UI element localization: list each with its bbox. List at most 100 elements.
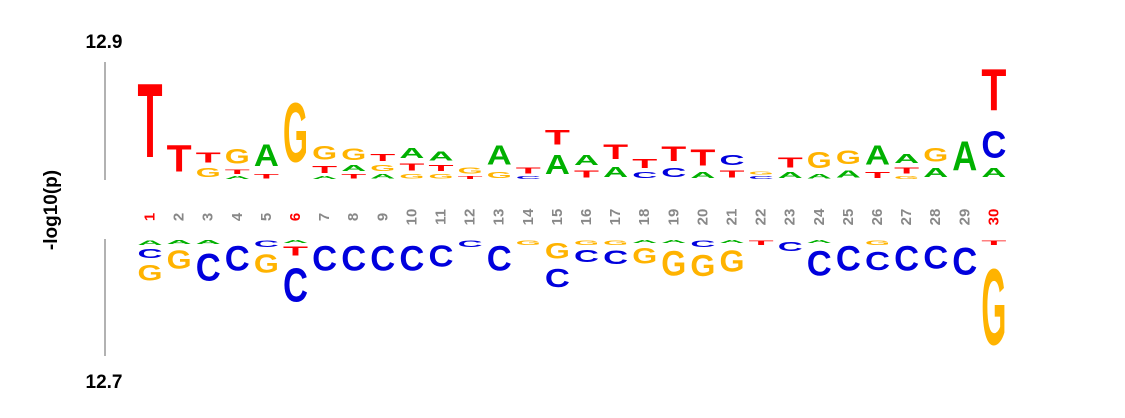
logo-letter-T: T	[720, 169, 745, 181]
logo-letter-T: T	[341, 173, 366, 180]
logo-letter-C: C	[603, 247, 628, 269]
logo-letter-A: A	[836, 169, 861, 181]
logo-letter-G: G	[487, 171, 512, 180]
position-label: 10	[403, 209, 420, 226]
logo-letter-A: A	[574, 152, 599, 169]
logo-letter-T: T	[312, 164, 337, 176]
logo-letter-T: T	[603, 140, 628, 163]
logo-letter-T: T	[399, 161, 424, 173]
logo-letter-G: G	[370, 164, 395, 173]
logo-letter-T: T	[254, 173, 279, 180]
logo-letter-A: A	[254, 138, 279, 173]
logo-letter-A: A	[225, 175, 250, 180]
logo-letter-C: C	[923, 240, 948, 276]
position-label: 28	[927, 209, 944, 226]
position-label: 26	[869, 209, 886, 226]
logo-letter-A: A	[399, 145, 424, 162]
logo-letter-C: C	[836, 240, 861, 278]
logo-letter-T: T	[370, 152, 395, 164]
logo-letter-A: A	[167, 239, 192, 245]
logo-letter-C: C	[952, 239, 977, 282]
logo-letter-T: T	[865, 171, 890, 180]
logo-letter-C: C	[545, 264, 570, 293]
logo-letter-A: A	[865, 140, 890, 171]
logo-letter-T: T	[138, 62, 163, 179]
logo-letter-G: G	[720, 244, 745, 278]
logo-letter-T: T	[545, 126, 570, 149]
logo-letter-T: T	[574, 169, 599, 181]
logo-letter-C: C	[341, 240, 366, 278]
logo-letter-A: A	[690, 171, 715, 180]
position-label: 4	[229, 212, 246, 221]
position-label: 7	[316, 213, 333, 221]
position-label: 21	[724, 209, 741, 226]
logo-letter-C: C	[283, 258, 308, 312]
logo-letter-G: G	[196, 166, 221, 180]
logo-letter-A: A	[196, 239, 221, 245]
logo-letter-A: A	[283, 239, 308, 244]
logo-letter-C: C	[981, 123, 1006, 166]
position-label: 17	[607, 209, 624, 226]
position-label: 20	[694, 209, 711, 226]
logo-letter-T: T	[749, 239, 774, 246]
logo-letter-C: C	[661, 166, 686, 181]
position-label: 13	[491, 209, 508, 226]
position-label: 6	[287, 213, 304, 221]
logo-letter-G: G	[167, 245, 192, 274]
logo-letter-T: T	[283, 244, 309, 258]
position-label: 30	[985, 209, 1002, 226]
logo-letter-T: T	[167, 138, 192, 180]
logo-letter-C: C	[574, 246, 599, 266]
logo-letter-C: C	[807, 245, 832, 283]
position-label: 29	[956, 209, 973, 226]
logo-letter-T: T	[196, 149, 221, 166]
position-label: 3	[200, 213, 217, 221]
logo-letter-A: A	[370, 173, 395, 180]
logo-letter-C: C	[690, 239, 715, 249]
logo-letter-G: G	[923, 144, 948, 166]
logo-letter-A: A	[137, 239, 162, 246]
logo-letter-A: A	[312, 175, 337, 180]
logo-letter-A: A	[952, 134, 977, 181]
logo-letter-T: T	[981, 239, 1006, 246]
logo-letter-C: C	[516, 175, 541, 180]
logo-letter-C: C	[487, 240, 512, 278]
logo-letter-T: T	[661, 142, 686, 165]
position-label: 22	[753, 209, 770, 226]
logo-letter-G: G	[894, 175, 919, 180]
logo-letter-G: G	[661, 245, 686, 283]
logo-letter-C: C	[428, 238, 453, 273]
logo-letter-C: C	[719, 152, 744, 169]
logo-letter-G: G	[574, 239, 599, 246]
logo-letter-C: C	[138, 246, 163, 261]
logo-letter-G: G	[429, 173, 454, 180]
logo-letter-C: C	[399, 240, 424, 278]
axis-layer: 12.9 12.7 -log10(p)	[41, 32, 122, 393]
logo-letter-A: A	[923, 166, 948, 181]
position-label: 11	[433, 209, 450, 225]
logo-letter-C: C	[196, 245, 221, 288]
logo-letter-A: A	[981, 166, 1006, 181]
position-label: 5	[258, 213, 275, 221]
logo-letter-G: G	[749, 170, 774, 175]
logo-letter-G: G	[690, 249, 715, 283]
logo-letter-C: C	[312, 240, 337, 278]
logo-letter-A: A	[894, 151, 919, 166]
logo-letter-G: G	[603, 239, 628, 246]
logo-letter-A: A	[487, 140, 512, 171]
logo-letter-T: T	[429, 164, 454, 173]
position-label: 25	[840, 209, 857, 226]
logo-letter-C: C	[458, 239, 483, 249]
logo-letter-A: A	[807, 173, 832, 180]
logo-letter-C: C	[894, 240, 919, 278]
logo-letter-G: G	[225, 144, 250, 168]
position-label: 8	[345, 213, 362, 221]
position-label: 23	[782, 209, 799, 226]
logo-letter-A: A	[632, 239, 657, 244]
logo-letter-A: A	[807, 239, 832, 244]
position-label: 14	[520, 208, 537, 225]
logo-letter-A: A	[545, 149, 570, 180]
logo-letter-T: T	[981, 57, 1006, 123]
position-label: 16	[578, 209, 595, 226]
